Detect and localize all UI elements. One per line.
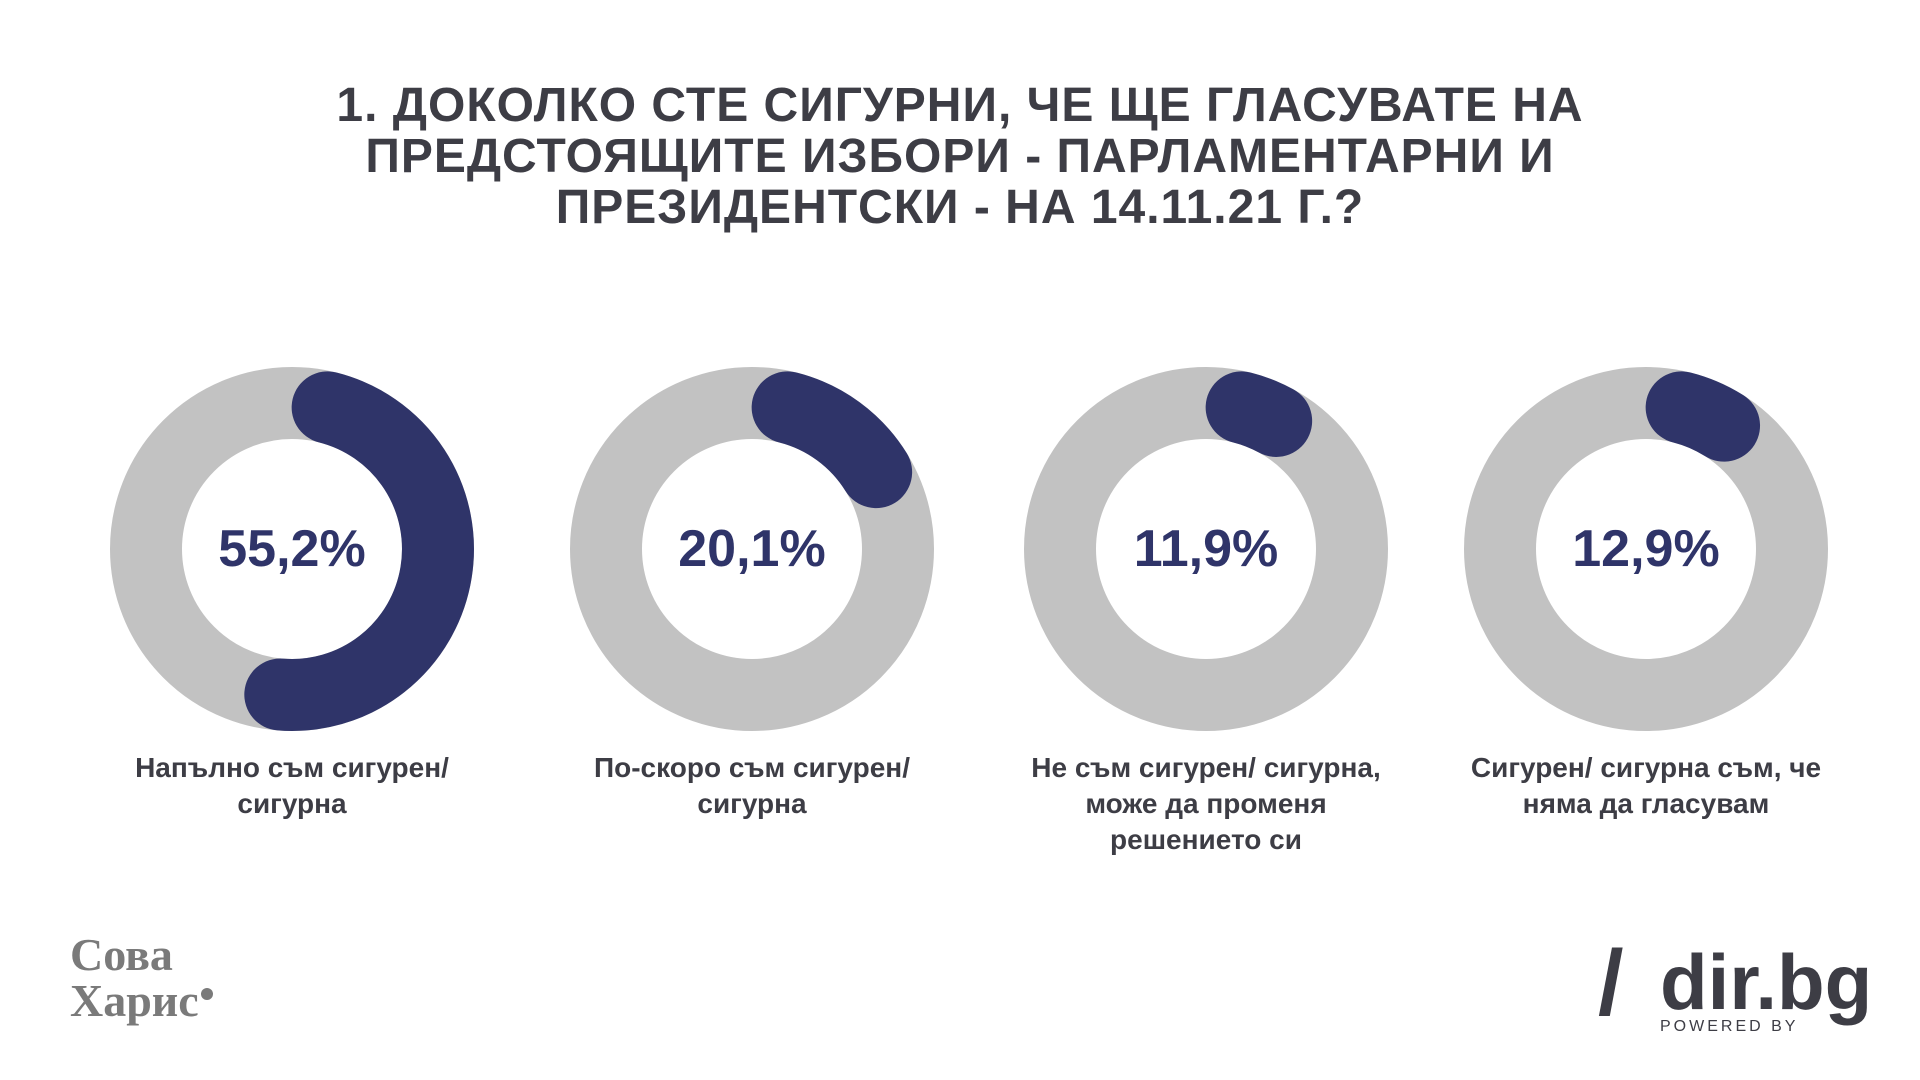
donut-svg-2 [570,367,934,731]
logo-dot-icon [200,988,213,1000]
sova-harris-logo: Сова Харис [70,932,213,1024]
sova-logo-line-1: Сова [70,929,173,980]
donut-chart-4: 12,9% [1462,365,1830,733]
category-label-4: Сигурен/ сигурна съм, че няма да гласува… [1470,752,1822,819]
donut-arc-4 [1645,371,1761,462]
value-label-4: 12,9% [1572,520,1720,578]
value-label-2: 20,1% [678,520,826,578]
title-line-1: 1. ДОКОЛКО СТЕ СИГУРНИ, ЧЕ ЩЕ ГЛАСУВАТЕ … [336,79,1584,132]
donut-svg-4 [1464,367,1828,731]
dir-logo-name: dir.bg [1660,938,1873,1026]
donut-arc-3 [1205,371,1313,457]
donut-chart-2: 20,1% [568,365,936,733]
title-line-3: ПРЕЗИДЕНТСКИ - НА 14.11.21 Г.? [555,181,1365,234]
sova-logo-line-2: Харис [70,978,213,1024]
dir-logo-slash: / [1598,932,1624,1034]
donut-svg-1 [110,367,474,731]
dir-logo-powered: POWERED BY [1660,1018,1799,1035]
title-line-2: ПРЕДСТОЯЩИТЕ ИЗБОРИ - ПАРЛАМЕНТАРНИ И [365,130,1555,183]
category-label-3: Не съм сигурен/ сигурна, може да променя… [1031,752,1381,855]
value-label-3: 11,9% [1133,520,1279,578]
chart-title: 1. ДОКОЛКО СТЕ СИГУРНИ, ЧЕ ЩЕ ГЛАСУВАТЕ … [210,80,1710,233]
dir-bg-logo: / dir.bg POWERED BY [1598,932,1872,1038]
category-label-1: Напълно съм сигурен/ сигурна [135,752,449,819]
donut-chart-1: 55,2% [108,365,476,733]
donut-arc-2 [751,371,913,509]
category-label-2: По-скоро съм сигурен/ сигурна [594,752,910,819]
donut-svg-3 [1024,367,1388,731]
value-label-1: 55,2% [218,520,366,578]
donut-arc-1 [244,371,474,731]
donut-chart-3: 11,9% [1022,365,1390,733]
